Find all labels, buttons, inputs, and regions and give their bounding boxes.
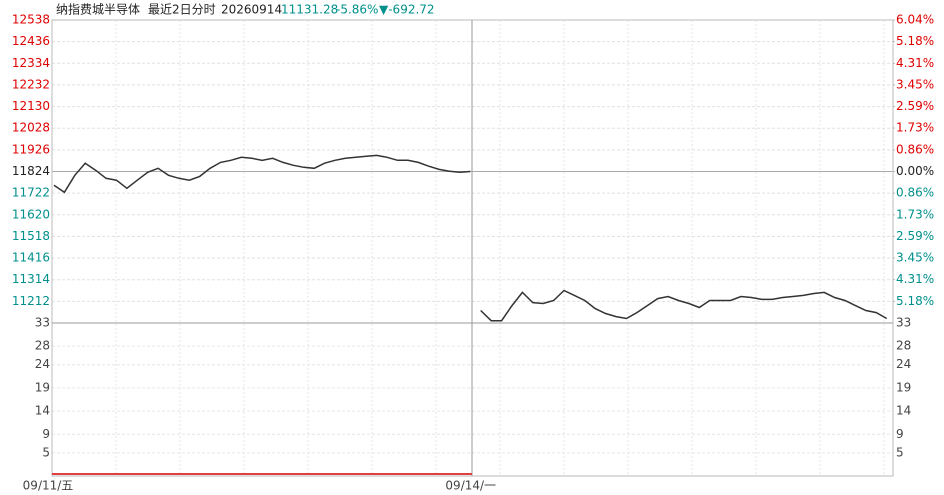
change-pct: -5.86% bbox=[336, 3, 378, 17]
volume-tick-label: 5 bbox=[42, 445, 50, 459]
x-tick-label: 09/11/五 bbox=[23, 479, 74, 493]
volume-tick-label-right: 28 bbox=[896, 339, 911, 353]
volume-tick-label: 19 bbox=[35, 380, 50, 394]
y2-tick-label: 3.45% bbox=[896, 251, 934, 265]
y2-tick-label: 2.59% bbox=[896, 229, 934, 243]
chart-subtitle: 最近2日分时 bbox=[148, 3, 216, 17]
volume-tick-label: 9 bbox=[42, 427, 50, 441]
y-tick-label: 12232 bbox=[12, 77, 50, 91]
y2-tick-label: 1.73% bbox=[896, 121, 934, 135]
volume-tick-label-right: 33 bbox=[896, 316, 911, 330]
y-tick-label: 11620 bbox=[12, 207, 50, 221]
price-line bbox=[53, 154, 471, 194]
y-tick-label: 11926 bbox=[12, 142, 50, 156]
y-tick-label: 12334 bbox=[12, 56, 50, 70]
y-tick-label: 12538 bbox=[12, 13, 50, 27]
chart-title: 纳指费城半导体 bbox=[56, 2, 140, 17]
change: ▼-692.72 bbox=[379, 3, 435, 17]
y2-tick-label: 5.18% bbox=[896, 294, 934, 308]
y-tick-label: 11212 bbox=[12, 294, 50, 308]
y2-tick-label: 0.00% bbox=[896, 164, 934, 178]
volume-tick-label-right: 24 bbox=[896, 357, 911, 371]
y2-tick-label: 6.04% bbox=[896, 13, 934, 27]
date: 20260914 bbox=[221, 3, 282, 17]
y-tick-label: 12436 bbox=[12, 34, 50, 48]
volume-tick-label: 14 bbox=[35, 404, 50, 418]
volume-tick-label-right: 19 bbox=[896, 380, 911, 394]
y-tick-label: 11518 bbox=[12, 229, 50, 243]
y2-tick-label: 1.73% bbox=[896, 207, 934, 221]
volume-tick-label: 24 bbox=[35, 357, 50, 371]
y-tick-label: 11314 bbox=[12, 272, 50, 286]
volume-tick-label: 28 bbox=[35, 339, 50, 353]
y2-tick-label: 3.45% bbox=[896, 77, 934, 91]
y2-tick-label: 2.59% bbox=[896, 99, 934, 113]
y-tick-label: 11722 bbox=[12, 186, 50, 200]
y2-tick-label: 4.31% bbox=[896, 272, 934, 286]
y-tick-label: 11824 bbox=[12, 164, 50, 178]
last-price: 11131.28 bbox=[281, 3, 338, 17]
y2-tick-label: 0.86% bbox=[896, 142, 934, 156]
volume-tick-label: 33 bbox=[35, 316, 50, 330]
y2-tick-label: 5.18% bbox=[896, 34, 934, 48]
y-tick-label: 11416 bbox=[12, 251, 50, 265]
x-tick-label: 09/14/一 bbox=[445, 479, 496, 493]
price-line bbox=[480, 289, 888, 322]
y-tick-label: 12130 bbox=[12, 99, 50, 113]
y2-tick-label: 4.31% bbox=[896, 56, 934, 70]
volume-tick-label-right: 9 bbox=[896, 427, 904, 441]
y2-tick-label: 0.86% bbox=[896, 186, 934, 200]
volume-tick-label-right: 14 bbox=[896, 404, 911, 418]
volume-tick-label-right: 5 bbox=[896, 445, 904, 459]
y-tick-label: 12028 bbox=[12, 121, 50, 135]
